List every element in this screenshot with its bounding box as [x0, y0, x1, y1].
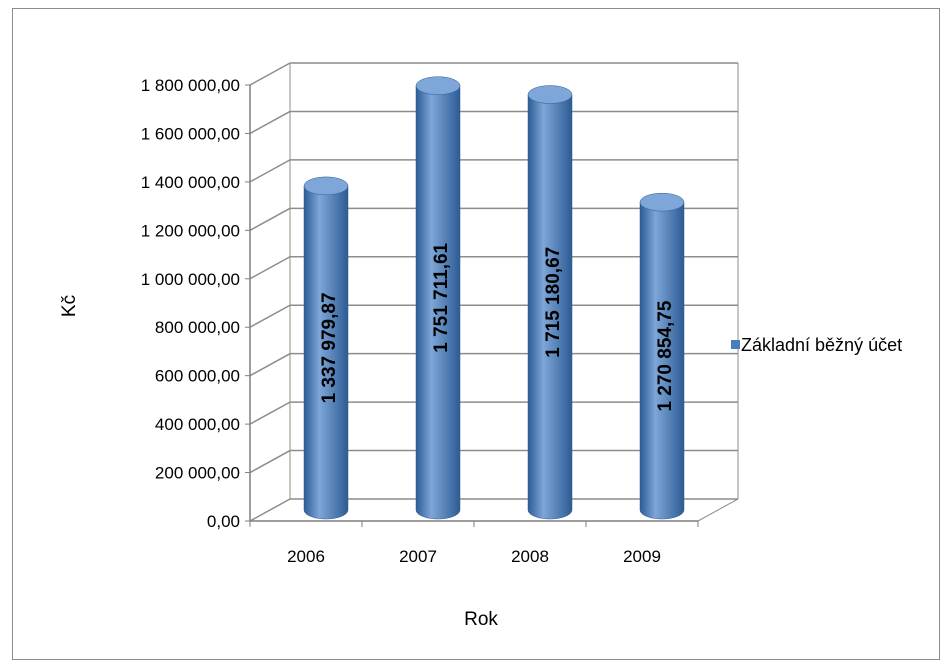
bars: [303, 76, 685, 520]
bar-body: [639, 201, 685, 520]
bar-body: [415, 85, 461, 520]
y-tick-label: 0,00: [207, 512, 240, 531]
gridline-diagonal: [249, 304, 291, 328]
x-tick-label: 2006: [287, 547, 325, 566]
gridline-diagonal: [249, 159, 291, 183]
bar: [415, 76, 461, 520]
bar: [527, 85, 573, 520]
data-label: 1 337 979,87: [319, 292, 340, 403]
y-tick-label: 800 000,00: [155, 318, 240, 337]
x-tick-labels: 2006 2007 2008 2009: [249, 521, 699, 566]
bar: [303, 176, 349, 520]
data-label: 1 270 854,75: [655, 300, 676, 411]
gridline-diagonal: [249, 353, 291, 377]
gridline-diagonal: [249, 256, 291, 280]
bar: [639, 192, 685, 520]
bar-top: [303, 176, 349, 196]
x-axis-title: Rok: [464, 609, 498, 630]
gridline-diagonal: [249, 207, 291, 231]
data-labels: 1 337 979,87 1 751 711,61 1 715 180,67 1 27…: [319, 242, 676, 411]
y-tick-label: 1 600 000,00: [141, 124, 240, 143]
x-tick-label: 2009: [623, 547, 661, 566]
y-tick-label: 1 200 000,00: [141, 221, 240, 240]
legend-label: Základní běžný účet: [741, 335, 902, 355]
x-tick-label: 2008: [511, 547, 549, 566]
chart-frame: 0,00 200 000,00 400 000,00 600 000,00 800 00…: [12, 8, 940, 660]
y-tick-label: 400 000,00: [155, 415, 240, 434]
y-tick-label: 1 400 000,00: [141, 173, 240, 192]
data-label: 1 715 180,67: [543, 247, 564, 358]
gridline-diagonal: [249, 401, 291, 425]
bar-body: [303, 185, 349, 520]
gridline-diagonal: [249, 110, 291, 135]
data-label: 1 751 711,61: [431, 242, 452, 352]
gridline-diagonal: [249, 498, 291, 522]
y-tick-labels: 0,00 200 000,00 400 000,00 600 000,00 800 00…: [141, 76, 250, 531]
chart-svg: 0,00 200 000,00 400 000,00 600 000,00 800 00…: [59, 62, 902, 630]
gridline-diagonal: [249, 62, 291, 86]
y-tick-label: 200 000,00: [155, 464, 240, 483]
bar-top: [415, 76, 461, 95]
legend-swatch: [731, 340, 740, 349]
bar-body: [527, 94, 573, 520]
gridline-diagonal: [249, 449, 291, 474]
floor-right-edge: [697, 498, 739, 522]
bar-top: [639, 192, 685, 212]
y-tick-label: 1 000 000,00: [141, 270, 240, 289]
y-tick-label: 600 000,00: [155, 367, 240, 386]
y-axis-title: Kč: [59, 295, 80, 317]
y-tick-label: 1 800 000,00: [141, 76, 240, 95]
x-tick-label: 2007: [399, 547, 437, 566]
bar-top: [527, 85, 573, 104]
legend: Základní běžný účet: [731, 335, 902, 355]
